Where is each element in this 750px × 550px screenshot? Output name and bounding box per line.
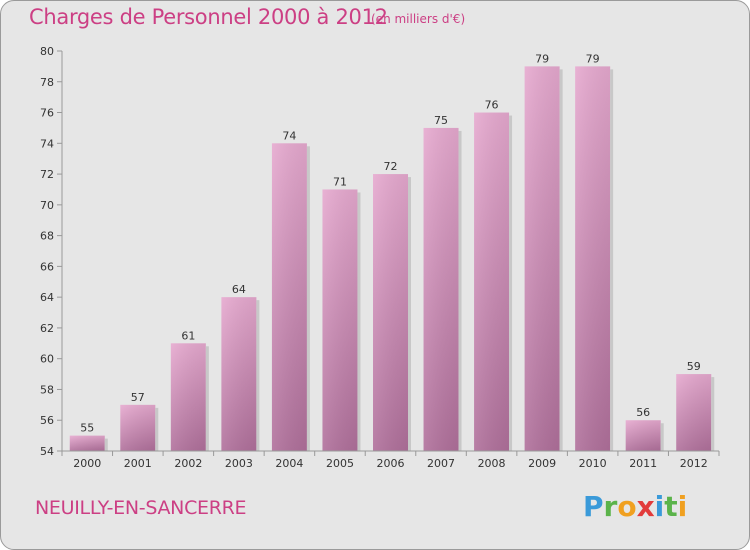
y-tick-label: 80 xyxy=(40,45,54,58)
chart-title: Charges de Personnel 2000 à 2012 xyxy=(29,5,388,29)
bar-shade xyxy=(373,174,408,452)
bar-value-label: 76 xyxy=(485,99,499,112)
bar-value-label: 71 xyxy=(333,175,347,188)
x-tick-label: 2002 xyxy=(174,457,202,470)
bars-layer xyxy=(69,66,715,452)
y-tick-label: 62 xyxy=(40,322,54,335)
x-tick-label: 2010 xyxy=(579,457,607,470)
bar-shadow xyxy=(458,130,462,451)
bar-shade xyxy=(625,420,661,451)
bar-shadow xyxy=(256,300,260,451)
bar-value-label: 59 xyxy=(687,360,701,373)
x-tick-label: 2007 xyxy=(427,457,455,470)
x-tick-label: 2003 xyxy=(225,457,253,470)
x-tick-label: 2000 xyxy=(73,457,101,470)
chart-subtitle: (en milliers d'€) xyxy=(371,12,466,26)
logo-letter: o xyxy=(617,490,637,523)
bar-shadow xyxy=(306,146,310,452)
bar-value-label: 64 xyxy=(232,283,246,296)
x-tick-label: 2011 xyxy=(629,457,657,470)
logo-letter: P xyxy=(583,490,604,523)
bar-shade xyxy=(120,404,156,451)
bar-shade xyxy=(271,143,307,452)
bar-value-label: 72 xyxy=(384,160,398,173)
y-tick-label: 54 xyxy=(40,445,54,458)
logo-letter: i xyxy=(654,490,665,523)
x-tick-label: 2004 xyxy=(275,457,303,470)
bar-shadow xyxy=(155,407,159,451)
logo-letter: i xyxy=(677,490,688,523)
bar-shade xyxy=(575,66,611,451)
y-tick-label: 74 xyxy=(40,137,54,150)
x-tick-label: 2005 xyxy=(326,457,354,470)
y-tick-label: 66 xyxy=(40,260,54,273)
logo-letter: t xyxy=(664,490,678,523)
y-tick-label: 70 xyxy=(40,199,54,212)
bar-shade xyxy=(221,297,257,451)
proxiti-logo: Proxiti xyxy=(583,490,687,523)
logo-letter: x xyxy=(636,490,655,523)
town-name: NEUILLY-EN-SANCERRE xyxy=(35,497,247,519)
bar-shadow xyxy=(711,377,715,451)
bar-shade xyxy=(423,127,459,451)
y-tick-label: 72 xyxy=(40,168,54,181)
bar-value-label: 57 xyxy=(131,391,145,404)
y-tick-label: 60 xyxy=(40,353,54,366)
bar-value-label: 79 xyxy=(586,52,600,65)
bar-shade xyxy=(69,435,105,451)
bar-shadow xyxy=(408,177,411,452)
x-tick-label: 2009 xyxy=(528,457,556,470)
logo-letter: r xyxy=(603,490,618,523)
bar-shade xyxy=(676,374,712,451)
bar-value-label: 55 xyxy=(80,422,94,435)
x-tick-label: 2001 xyxy=(124,457,152,470)
x-tick-label: 2012 xyxy=(680,457,708,470)
x-tick-label: 2006 xyxy=(377,457,405,470)
bar-value-label: 74 xyxy=(282,129,296,142)
y-tick-label: 68 xyxy=(40,230,54,243)
bar-shadow xyxy=(104,438,108,451)
axes-layer: 54 56 58 60 62 64 66 68 70 72 74 76 78 80 55 2000 57 2001… xyxy=(40,45,720,470)
y-tick-label: 64 xyxy=(40,291,54,304)
y-tick-label: 58 xyxy=(40,383,54,396)
y-tick-label: 56 xyxy=(40,414,54,427)
bar-shadow xyxy=(660,423,664,451)
bar-shade xyxy=(474,112,510,452)
bar-shade xyxy=(170,343,206,451)
y-tick-label: 76 xyxy=(40,107,54,120)
bar-shade xyxy=(322,189,358,451)
bar-shadow xyxy=(610,69,614,451)
bar-shadow xyxy=(559,69,563,451)
y-tick-label: 78 xyxy=(40,76,54,89)
bar-value-label: 79 xyxy=(535,52,549,65)
bar-shade xyxy=(524,66,560,451)
bar-shadow xyxy=(509,115,513,452)
bar-shadow xyxy=(357,192,361,451)
bar-value-label: 75 xyxy=(434,114,448,127)
x-tick-label: 2008 xyxy=(478,457,506,470)
bar-value-label: 61 xyxy=(181,329,195,342)
bar-shadow xyxy=(205,346,209,451)
bar-value-label: 56 xyxy=(636,406,650,419)
